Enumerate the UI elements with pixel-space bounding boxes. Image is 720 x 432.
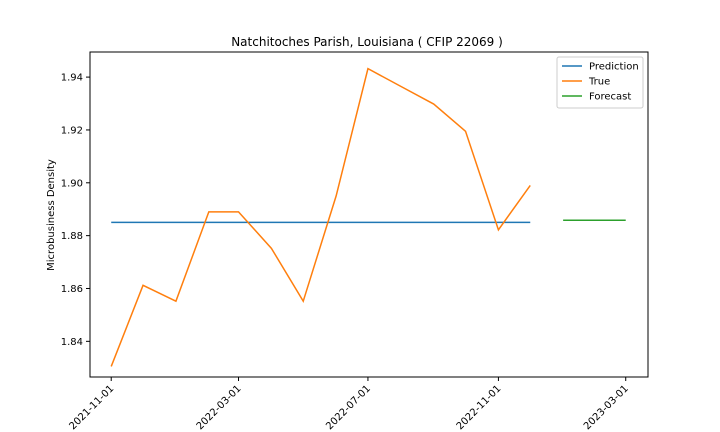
y-tick-label: 1.92 — [61, 125, 83, 136]
chart-title: Natchitoches Parish, Louisiana ( CFIP 22… — [231, 35, 503, 49]
x-axis: 2021-11-01 2022-03-01 2022-07-01 2022-11-01… — [67, 377, 631, 432]
plot-frame — [89, 51, 649, 378]
y-axis: 1.84 1.86 1.88 1.90 1.92 1.94 — [61, 73, 90, 348]
y-tick-label: 1.86 — [61, 284, 83, 295]
x-tick-label: 2022-07-01 — [324, 383, 373, 432]
legend-label-true: True — [588, 77, 610, 88]
x-tick-label: 2023-03-01 — [582, 383, 631, 432]
legend: Prediction True Forecast — [556, 56, 644, 109]
plot-area — [110, 67, 626, 367]
y-axis-label: Microbusiness Density — [46, 159, 57, 271]
x-tick-label: 2021-11-01 — [67, 383, 116, 432]
y-tick-label: 1.94 — [61, 73, 83, 84]
series-line-true — [110, 67, 531, 367]
x-tick-label: 2022-11-01 — [455, 383, 504, 432]
legend-label-forecast: Forecast — [589, 92, 631, 103]
y-tick-label: 1.88 — [61, 231, 83, 242]
y-tick-label: 1.84 — [61, 337, 83, 348]
legend-label-prediction: Prediction — [589, 62, 639, 73]
x-tick-label: 2022-03-01 — [195, 383, 244, 432]
y-tick-label: 1.90 — [61, 178, 83, 189]
